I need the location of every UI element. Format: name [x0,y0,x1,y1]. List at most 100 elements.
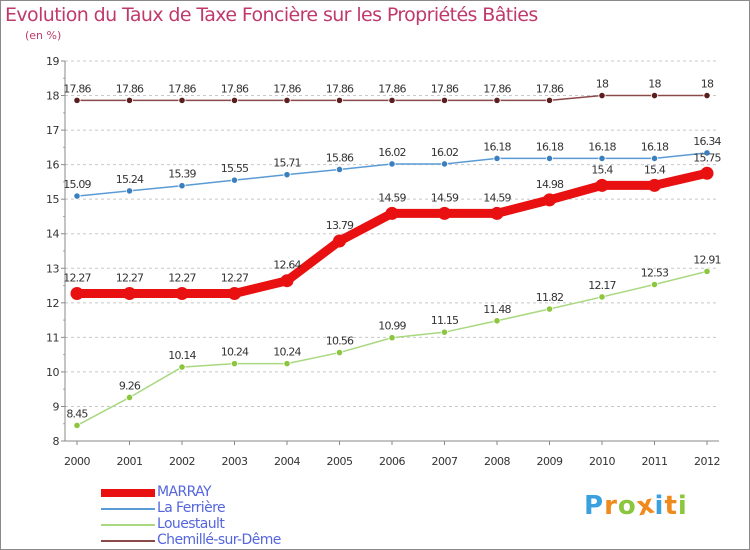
data-label-la-ferriere: 16.02 [431,146,459,159]
data-label-marray: 12.27 [63,271,91,284]
data-point-chemille-sur-deme [440,96,449,104]
data-point-la-ferriere [703,149,711,157]
logo-letter: P [584,491,605,521]
data-point-chemille-sur-deme [283,96,291,104]
data-label-chemille-sur-deme: 18 [648,78,661,91]
data-label-chemille-sur-deme: 17.86 [536,82,564,95]
data-label-marray: 14.59 [378,191,406,204]
data-label-marray: 14.59 [483,191,511,204]
data-point-la-ferriere [598,154,606,163]
data-label-chemille-sur-deme: 17.86 [326,82,354,95]
y-tick-label: 14 [46,228,59,241]
y-tick-label: 17 [46,124,59,137]
data-label-chemille-sur-deme: 17.86 [221,82,249,95]
data-label-la-ferriere: 15.86 [326,151,354,164]
data-label-marray: 12.64 [273,259,301,272]
data-point-marray [648,178,661,192]
data-point-chemille-sur-deme [493,96,501,104]
proxiti-logo: Proxiti [584,489,688,522]
y-tick-label: 18 [46,90,59,103]
data-label-la-ferriere: 16.18 [536,140,564,153]
data-point-chemille-sur-deme [230,96,239,104]
data-label-la-ferriere: 15.24 [116,173,144,186]
data-point-marray [333,234,346,248]
data-point-chemille-sur-deme [73,96,81,104]
x-tick-label: 2001 [117,455,143,468]
x-tick-label: 2006 [379,455,405,468]
data-point-marray [490,206,504,220]
x-tick-label: 2002 [169,455,195,468]
data-label-la-ferriere: 16.18 [588,140,616,153]
x-tick-label: 2005 [327,455,353,468]
data-label-la-ferriere: 16.18 [483,140,511,153]
data-point-la-ferriere [335,165,344,174]
data-label-marray: 15.4 [591,163,613,176]
data-label-chemille-sur-deme: 18 [701,78,714,91]
logo-letter: t [664,491,678,521]
data-point-la-ferriere [125,187,134,195]
data-label-chemille-sur-deme: 17.86 [116,82,144,95]
data-label-la-ferriere: 16.18 [641,140,669,153]
data-point-louestault [493,317,501,325]
data-label-la-ferriere: 16.34 [693,135,721,148]
data-label-louestault: 9.26 [119,379,141,392]
data-label-marray: 12.27 [221,271,249,284]
data-point-marray [228,286,241,300]
chart-subtitle: (en %) [25,29,62,42]
chart-title: Evolution du Taux de Taxe Foncière sur l… [5,4,538,26]
data-point-la-ferriere [73,192,81,200]
x-tick-label: 2003 [222,455,248,468]
data-point-chemille-sur-deme [335,96,344,104]
data-label-louestault: 10.56 [326,335,354,348]
data-point-marray [543,193,556,207]
y-tick-label: 19 [46,55,59,68]
data-point-marray [700,166,714,180]
data-point-chemille-sur-deme [178,96,186,104]
x-tick-label: 2008 [484,455,510,468]
y-tick-label: 8 [53,435,60,448]
legend-label: MARRAY [157,484,212,500]
logo-letter: i [654,491,665,521]
data-label-louestault: 12.17 [588,279,616,292]
x-tick-label: 2004 [274,455,300,468]
x-tick-label: 2007 [432,455,458,468]
logo-letter: r [604,491,618,521]
data-label-la-ferriere: 15.55 [221,162,249,175]
logo-letter: o [617,491,637,521]
data-label-marray: 13.79 [326,219,354,232]
data-label-louestault: 10.14 [168,349,196,362]
logo-letter: i [677,491,688,521]
legend-swatch [101,508,155,510]
data-label-la-ferriere: 15.39 [168,168,196,181]
x-tick-label: 2000 [64,455,90,468]
data-point-marray [175,286,189,300]
data-point-louestault [335,348,344,357]
data-point-la-ferriere [230,176,239,184]
y-tick-label: 12 [46,297,59,310]
data-point-la-ferriere [650,154,659,163]
data-point-la-ferriere [440,160,449,168]
x-tick-label: 2011 [642,455,668,468]
data-label-chemille-sur-deme: 17.86 [378,82,406,95]
data-label-louestault: 10.24 [221,346,249,359]
y-tick-label: 11 [46,331,59,344]
data-label-chemille-sur-deme: 17.86 [273,82,301,95]
data-point-louestault [178,363,186,371]
legend-swatch [101,524,155,526]
y-tick-label: 9 [53,400,60,413]
data-point-louestault [703,267,711,275]
data-point-la-ferriere [493,154,501,163]
data-label-chemille-sur-deme: 17.86 [483,82,511,95]
data-label-louestault: 12.53 [641,267,669,280]
x-tick-label: 2012 [694,455,720,468]
data-label-la-ferriere: 15.09 [63,178,91,191]
data-point-marray [123,286,136,300]
data-label-chemille-sur-deme: 17.86 [63,82,91,95]
data-point-chemille-sur-deme [545,96,554,104]
data-point-louestault [125,393,134,402]
legend-label: Louestault [157,516,225,532]
data-point-marray [438,206,451,220]
data-label-la-ferriere: 15.71 [273,157,301,170]
